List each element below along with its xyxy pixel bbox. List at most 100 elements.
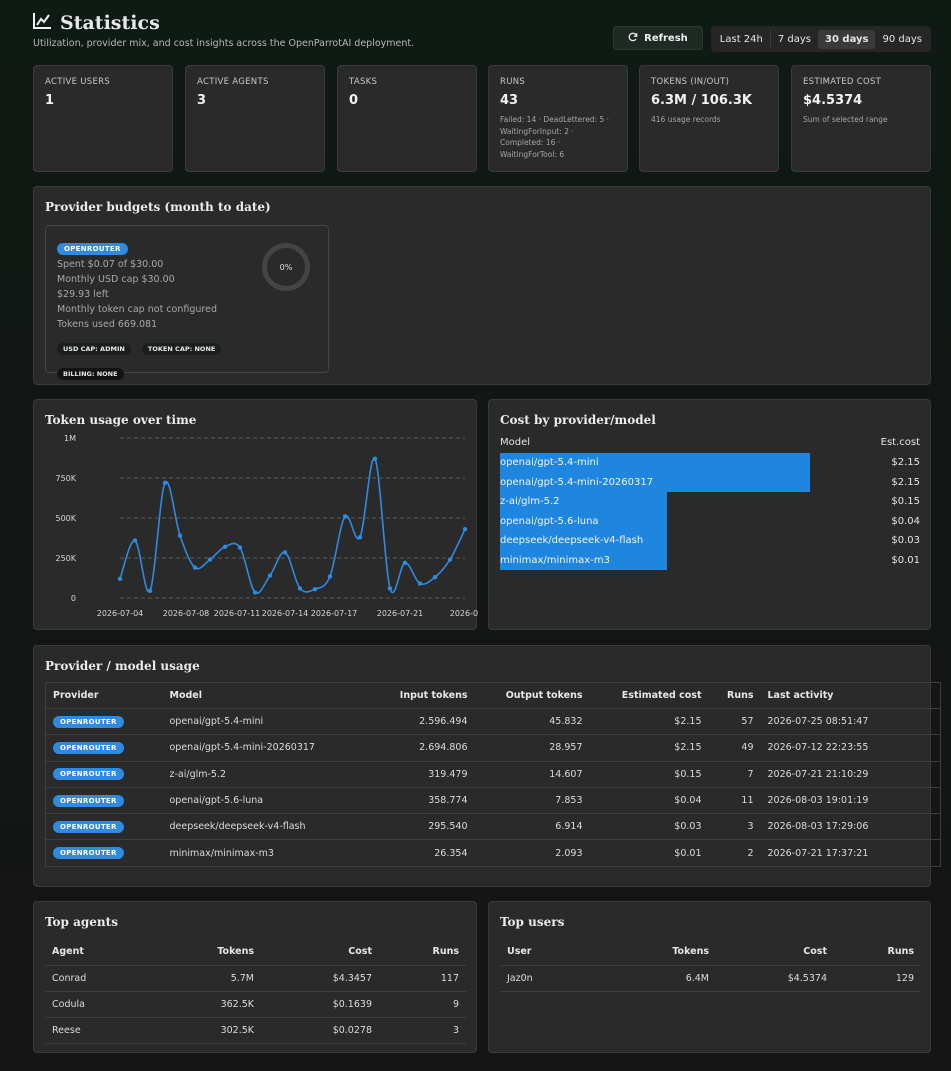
cost-row: minimax/minimax-m3 $0.01 bbox=[500, 550, 920, 570]
output-tokens-cell: 2.093 bbox=[474, 839, 590, 867]
x-tick-label: 2026-07-14 bbox=[262, 609, 309, 618]
token-usage-point bbox=[147, 588, 153, 593]
input-tokens-cell: 295.540 bbox=[362, 813, 475, 841]
col-provider: Provider bbox=[45, 682, 163, 709]
token-usage-point bbox=[252, 590, 258, 595]
user-name-cell: Jaz0n bbox=[500, 965, 610, 992]
runs-cell: 7 bbox=[708, 761, 761, 788]
model-cell: deepseek/deepseek-v4-flash bbox=[162, 813, 363, 841]
page-title-row: Statistics bbox=[33, 12, 931, 34]
top-agents-header: Agent Tokens Cost Runs bbox=[45, 939, 466, 966]
budget-tokens-used: Tokens used 669.081 bbox=[57, 319, 158, 330]
cost-col-estcost: Est.cost bbox=[880, 437, 920, 448]
range-90-days[interactable]: 90 days bbox=[882, 33, 922, 45]
token-usage-point bbox=[117, 576, 123, 581]
runs-cell: 3 bbox=[379, 1017, 466, 1044]
y-tick-label: 750K bbox=[55, 474, 76, 483]
col-model: Model bbox=[162, 682, 363, 709]
stat-value: 0 bbox=[349, 93, 359, 108]
token-usage-point bbox=[372, 456, 378, 461]
stat-tokens: TOKENS (IN/OUT) 6.3M / 106.3K 416 usage … bbox=[639, 65, 779, 172]
token-usage-point bbox=[462, 527, 468, 532]
agent-name-cell: Reese bbox=[45, 1017, 155, 1044]
token-usage-title: Token usage over time bbox=[45, 413, 197, 427]
stat-estimated-cost: ESTIMATED COST $4.5374 Sum of selected r… bbox=[791, 65, 931, 172]
cost-model-label: openai/gpt-5.4-mini-20260317 bbox=[500, 476, 654, 488]
runs-cell: 129 bbox=[834, 965, 921, 992]
header-actions: Refresh Last 24h 7 days 30 days 90 days bbox=[613, 26, 931, 52]
top-agents-panel: Top agents Agent Tokens Cost Runs Conrad… bbox=[33, 901, 477, 1053]
cost-row: openai/gpt-5.4-mini $2.15 bbox=[500, 453, 920, 473]
token-usage-chart: 1M 750K 500K 250K 0 2026-07-04 2026-07-08 2026-… bbox=[55, 434, 478, 618]
output-tokens-cell: 14.607 bbox=[474, 761, 590, 788]
stat-sub: Sum of selected range bbox=[803, 115, 888, 124]
last-activity-cell: 2026-08-03 17:29:06 bbox=[760, 813, 941, 841]
cost-bar bbox=[500, 492, 667, 512]
col-tokens: Tokens bbox=[155, 939, 261, 966]
tokens-cell: 362.5K bbox=[155, 991, 261, 1018]
cost-cell: $0.01 bbox=[589, 839, 709, 867]
refresh-icon bbox=[628, 32, 638, 45]
cost-model-label: minimax/minimax-m3 bbox=[500, 554, 610, 566]
stat-label: TASKS bbox=[349, 77, 378, 87]
col-estimated-cost: Estimated cost bbox=[589, 682, 709, 709]
runs-cell: 117 bbox=[379, 965, 466, 992]
usage-row: OPENROUTER z-ai/glm-5.2 319.479 14.607 $0.15… bbox=[45, 761, 941, 788]
tag-usd-cap: USD CAP: ADMIN bbox=[57, 343, 131, 355]
cost-list: Model Est.cost openai/gpt-5.4-mini $2.15 o… bbox=[500, 437, 920, 570]
token-usage-point bbox=[402, 560, 408, 565]
refresh-button[interactable]: Refresh bbox=[613, 26, 703, 50]
range-7-days[interactable]: 7 days bbox=[777, 33, 812, 45]
tokens-cell: 302.5K bbox=[155, 1017, 261, 1044]
stat-label: ESTIMATED COST bbox=[803, 77, 882, 87]
top-users-title: Top users bbox=[500, 915, 565, 929]
cost-cell: $0.15 bbox=[589, 761, 709, 788]
stat-label: ACTIVE AGENTS bbox=[197, 77, 269, 87]
range-last-24h[interactable]: Last 24h bbox=[719, 33, 763, 45]
token-usage-point bbox=[387, 586, 393, 591]
col-cost: Cost bbox=[716, 939, 834, 966]
provider-cell: OPENROUTER bbox=[45, 813, 163, 841]
input-tokens-cell: 319.479 bbox=[362, 761, 475, 788]
token-usage-point bbox=[192, 565, 198, 570]
stat-label: RUNS bbox=[500, 77, 526, 87]
runs-cell: 2 bbox=[708, 839, 761, 867]
token-usage-point bbox=[267, 573, 273, 578]
last-activity-cell: 2026-08-03 19:01:19 bbox=[760, 787, 941, 815]
agent-row: Conrad 5.7M $4.3457 117 bbox=[45, 965, 466, 992]
cost-cell: $4.3457 bbox=[261, 965, 379, 992]
top-users-panel: Top users User Tokens Cost Runs Jaz0n 6.4… bbox=[488, 901, 931, 1053]
usage-row: OPENROUTER openai/gpt-5.6-luna 358.774 7.85… bbox=[45, 787, 941, 815]
cost-panel: Cost by provider/model Model Est.cost op… bbox=[488, 399, 931, 630]
cost-cell: $2.15 bbox=[589, 708, 709, 736]
x-tick-label: 2026-07-17 bbox=[311, 609, 358, 618]
top-agents-table: Agent Tokens Cost Runs Conrad 5.7M $4.3457… bbox=[45, 939, 466, 1044]
last-activity-cell: 2026-07-21 21:10:29 bbox=[760, 761, 941, 788]
input-tokens-cell: 2.694.806 bbox=[362, 734, 475, 762]
y-tick-label: 250K bbox=[55, 554, 76, 563]
cost-model-label: openai/gpt-5.6-luna bbox=[500, 515, 599, 527]
col-user: User bbox=[500, 939, 610, 966]
budget-token-cap: Monthly token cap not configured bbox=[57, 304, 217, 315]
tag-billing: BILLING: NONE bbox=[57, 368, 124, 380]
agent-name-cell: Codula bbox=[45, 991, 155, 1018]
col-cost: Cost bbox=[261, 939, 379, 966]
provider-badge: OPENROUTER bbox=[53, 741, 124, 754]
model-cell: openai/gpt-5.4-mini-20260317 bbox=[162, 734, 363, 762]
stat-runs: RUNS 43 Failed: 14 · DeadLettered: 5 · W… bbox=[488, 65, 628, 172]
model-cell: z-ai/glm-5.2 bbox=[162, 761, 363, 788]
stat-value: 6.3M / 106.3K bbox=[651, 93, 752, 108]
page-header: Statistics Utilization, provider mix, an… bbox=[33, 12, 931, 52]
stat-value: 43 bbox=[500, 93, 519, 108]
provider-badge: OPENROUTER bbox=[57, 243, 128, 255]
cost-value-label: $2.15 bbox=[891, 476, 920, 488]
cost-col-model: Model bbox=[500, 437, 531, 448]
runs-cell: 57 bbox=[708, 708, 761, 736]
token-usage-point bbox=[162, 480, 168, 485]
range-30-days[interactable]: 30 days bbox=[818, 29, 876, 49]
input-tokens-cell: 2.596.494 bbox=[362, 708, 475, 736]
x-tick-label: 2026-07-11 bbox=[214, 609, 261, 618]
stat-value: 3 bbox=[197, 93, 207, 108]
output-tokens-cell: 28.957 bbox=[474, 734, 590, 762]
runs-cell: 9 bbox=[379, 991, 466, 1018]
